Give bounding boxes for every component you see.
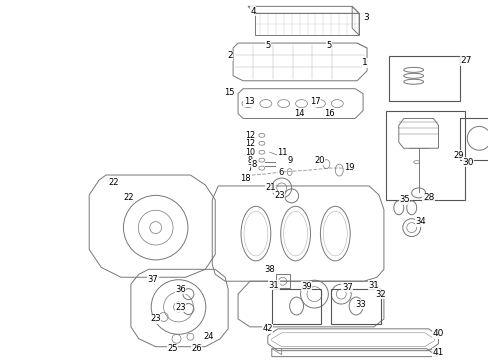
Text: 23: 23	[175, 302, 186, 311]
Text: 6: 6	[278, 167, 283, 176]
Text: 17: 17	[310, 97, 321, 106]
Text: 8: 8	[247, 156, 252, 165]
Bar	[386, 111, 466, 200]
Text: 29: 29	[453, 151, 464, 160]
Text: 12: 12	[245, 139, 255, 148]
Text: 1: 1	[362, 58, 368, 67]
Text: 39: 39	[301, 282, 312, 291]
Text: 42: 42	[263, 324, 273, 333]
Text: 9: 9	[287, 156, 292, 165]
Text: 33: 33	[356, 300, 367, 309]
Text: 15: 15	[224, 88, 234, 97]
Text: 26: 26	[191, 344, 202, 353]
Bar	[276, 274, 290, 288]
Text: 5: 5	[265, 41, 270, 50]
Text: 5: 5	[327, 41, 332, 50]
Text: 21: 21	[266, 184, 276, 193]
Text: 20: 20	[314, 156, 325, 165]
Text: 14: 14	[294, 109, 305, 118]
Text: 25: 25	[167, 344, 178, 353]
Text: 38: 38	[265, 265, 275, 274]
Text: 11: 11	[277, 148, 288, 157]
Text: 12: 12	[245, 131, 255, 140]
Text: 23: 23	[150, 314, 161, 323]
Text: 37: 37	[147, 275, 158, 284]
Text: 16: 16	[324, 109, 335, 118]
Text: 18: 18	[240, 174, 250, 183]
Text: 3: 3	[363, 13, 369, 22]
Text: 22: 22	[109, 179, 119, 188]
Text: 27: 27	[461, 57, 472, 66]
Text: 31: 31	[368, 281, 379, 290]
Text: 37: 37	[342, 283, 353, 292]
Text: 28: 28	[423, 193, 434, 202]
Text: 24: 24	[203, 332, 214, 341]
Text: 2: 2	[227, 51, 233, 60]
Bar	[331, 289, 381, 324]
Text: 13: 13	[244, 97, 254, 106]
Bar	[460, 118, 490, 160]
Text: 41: 41	[433, 348, 444, 357]
Text: 36: 36	[175, 285, 186, 294]
Text: 32: 32	[376, 289, 386, 298]
Bar	[389, 56, 460, 100]
Text: 35: 35	[399, 195, 410, 204]
Text: 22: 22	[123, 193, 134, 202]
Text: 40: 40	[433, 329, 444, 338]
Text: 7: 7	[247, 163, 252, 172]
Text: 34: 34	[416, 217, 426, 226]
Text: 30: 30	[463, 158, 474, 167]
Bar	[272, 289, 321, 324]
Text: 19: 19	[344, 163, 354, 172]
Text: 8: 8	[251, 159, 257, 168]
Text: 10: 10	[245, 148, 255, 157]
Text: 31: 31	[269, 281, 279, 290]
Text: 23: 23	[274, 192, 285, 201]
Text: 4: 4	[250, 7, 256, 16]
